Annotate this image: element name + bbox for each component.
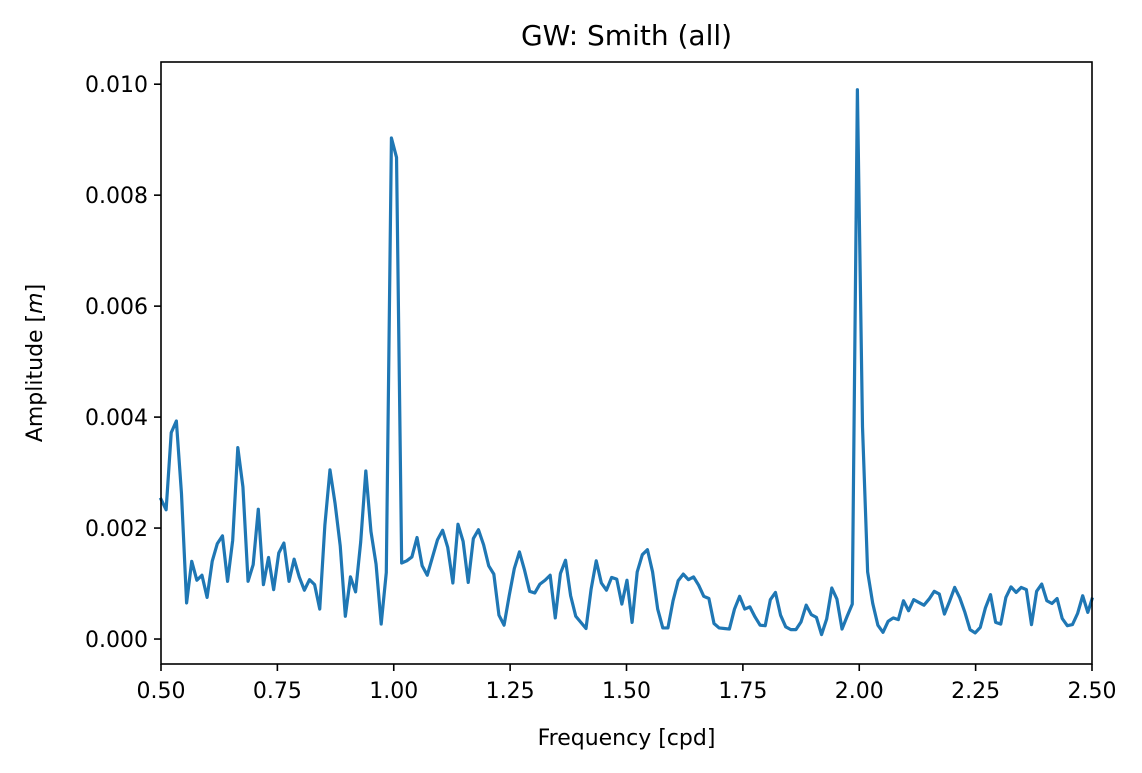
plot-frame: [160, 61, 1093, 665]
y-axis-label-unit: m: [23, 292, 48, 313]
x-axis-label: Frequency [cpd]: [538, 726, 716, 751]
y-tick-label: 0.000: [85, 628, 148, 653]
x-tick-label: 2.25: [951, 679, 1000, 704]
plot-background: [161, 62, 1092, 664]
y-tick-label: 0.006: [85, 295, 148, 320]
data-series-line: [158, 88, 1095, 637]
x-tick-label: 2.50: [1068, 679, 1117, 704]
y-tick-label: 0.004: [85, 406, 148, 431]
y-tick-label: 0.008: [85, 184, 148, 209]
x-tick-label: 0.75: [253, 679, 302, 704]
x-tick-label: 2.00: [835, 679, 884, 704]
x-tick-label: 1.75: [718, 679, 767, 704]
x-axis-ticks: 0.50 0.75 1.00 1.25 1.50 1.75 2.00 2.25 2.50: [137, 664, 1117, 704]
x-tick-label: 0.50: [137, 679, 186, 704]
y-axis-ticks: 0.000 0.002 0.004 0.006 0.008 0.010: [85, 73, 161, 653]
y-axis-label: Amplitude [m]: [23, 284, 48, 442]
y-tick-label: 0.010: [85, 73, 148, 98]
x-tick-label: 1.00: [369, 679, 418, 704]
y-axis-label-prefix: Amplitude [: [23, 314, 48, 442]
y-tick-label: 0.002: [85, 517, 148, 542]
x-tick-label: 1.25: [486, 679, 535, 704]
x-tick-label: 1.50: [602, 679, 651, 704]
y-axis-label-suffix: ]: [23, 284, 48, 293]
chart-title: GW: Smith (all): [521, 19, 732, 52]
